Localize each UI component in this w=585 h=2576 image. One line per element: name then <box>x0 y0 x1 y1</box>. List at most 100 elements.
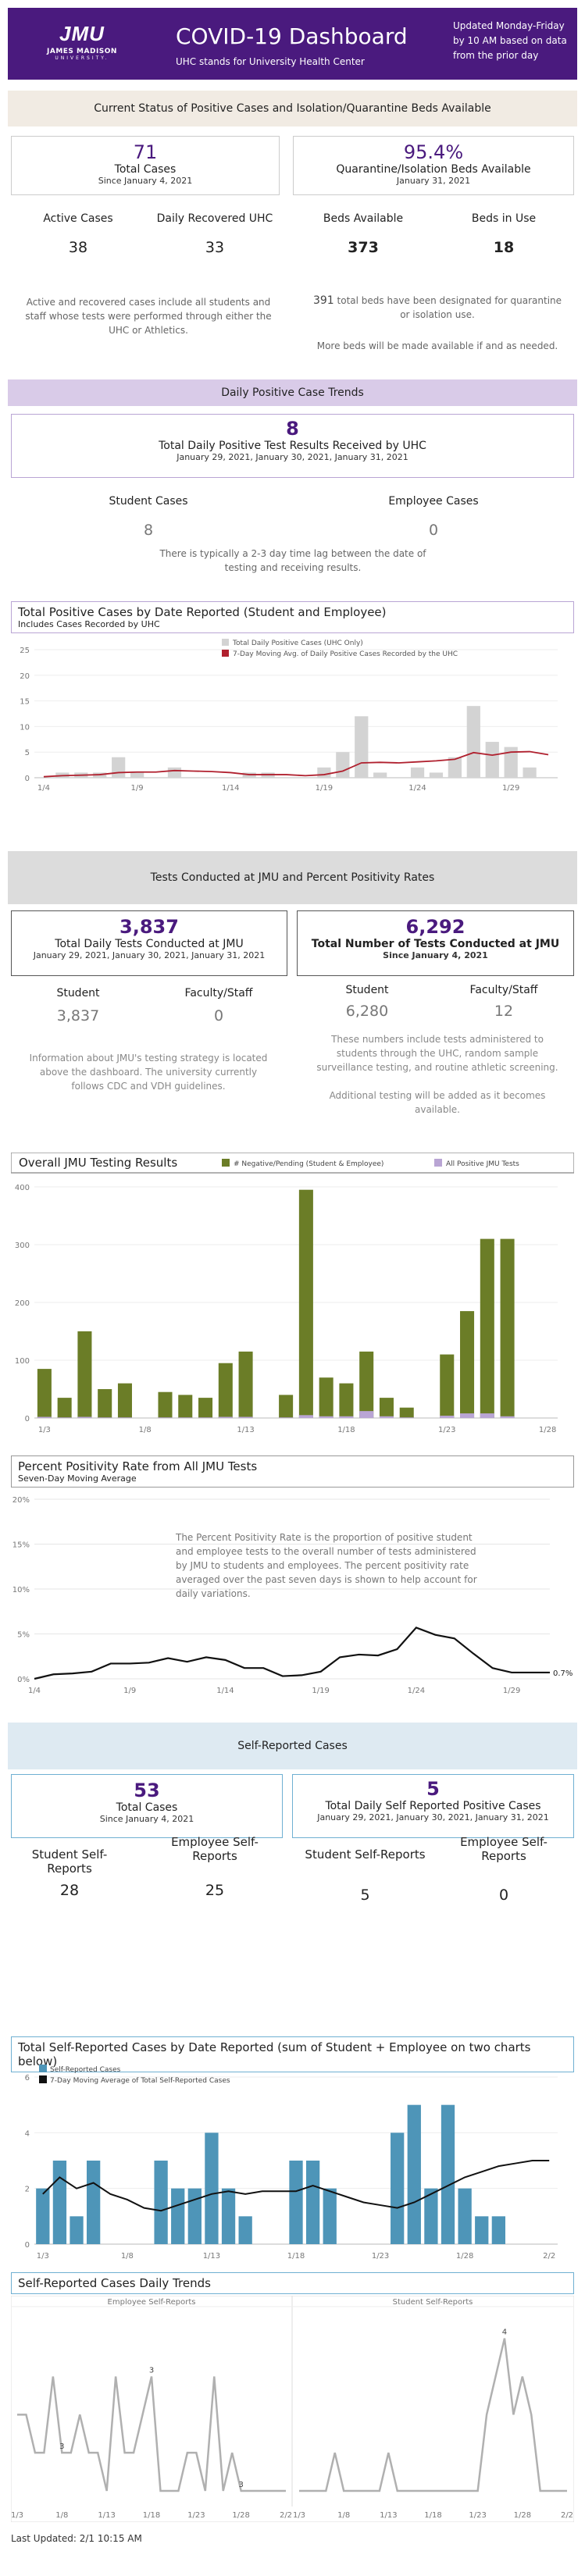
bar-negative <box>158 1391 173 1418</box>
daily-tests-label: Total Daily Tests Conducted at JMU <box>55 938 244 950</box>
total-cases-value: 71 <box>133 141 158 163</box>
total-student-label: Student <box>345 984 389 996</box>
employee-cases-label: Employee Cases <box>388 495 479 508</box>
bar-positive <box>279 1417 294 1418</box>
bar <box>441 2104 455 2244</box>
bar <box>523 767 537 778</box>
bar <box>305 2161 320 2244</box>
logo-sub2: UNIVERSITY. <box>55 55 109 61</box>
bar <box>130 772 144 778</box>
positivity-rate-chart: 0% 5% 10% 15% 20% 0.7% 1/4 1/9 1/14 1/19 1/24 1/29 <box>12 1496 573 1695</box>
beds-pct-value: 95.4% <box>403 141 464 163</box>
x-tick-label: 1/29 <box>503 1687 520 1695</box>
legend-bar-label: Total Daily Positive Cases (UHC Only) <box>232 640 363 647</box>
x-tick-label: 2/2 <box>561 2511 573 2520</box>
chart1-subtitle: Includes Cases Recorded by UHC <box>18 619 160 629</box>
self-daily-label: Total Daily Self Reported Positive Cases <box>325 1800 541 1812</box>
total-beds-text: total beds have been designated for quar… <box>337 295 562 320</box>
chart5-title-box: Self-Reported Cases Daily Trends <box>11 2272 574 2294</box>
student-cases-label: Student Cases <box>109 495 188 508</box>
total-faculty-label: Faculty/Staff <box>469 984 538 996</box>
daily-positive-value: 8 <box>286 418 299 440</box>
y-tick-label: 20 <box>20 672 30 681</box>
x-tick-label: 1/19 <box>316 784 333 793</box>
bar-positive <box>98 1417 112 1418</box>
y-tick-label: 15 <box>20 698 30 707</box>
daily-positive-label: Total Daily Positive Test Results Receiv… <box>159 440 426 452</box>
total-faculty-value: 12 <box>494 1003 514 1020</box>
bar-positive <box>319 1416 334 1418</box>
bar-positive <box>298 1415 313 1418</box>
bar <box>336 752 350 778</box>
x-tick-label: 1/18 <box>287 2252 305 2261</box>
self-employee-label: Employee Self-Reports <box>171 1835 259 1863</box>
bar-negative <box>198 1398 213 1418</box>
recovered-value: 33 <box>205 239 225 256</box>
self-total-since: Since January 4, 2021 <box>99 1814 194 1824</box>
daily-band: Daily Positive Case Trends <box>8 379 577 406</box>
y-tick-label: 400 <box>15 1184 30 1192</box>
bar-positive <box>158 1417 173 1418</box>
x-tick-label: 1/18 <box>424 2511 441 2520</box>
bar-positive <box>339 1416 354 1418</box>
x-tick-label: 1/8 <box>55 2511 68 2520</box>
bar <box>424 2188 438 2244</box>
x-tick-label: 1/13 <box>380 2511 397 2520</box>
y-tick-label: 4 <box>25 2129 30 2138</box>
moving-average-line <box>43 750 549 778</box>
status-note-right2: More beds will be made available if and … <box>316 340 558 351</box>
legend-line-label: 7-Day Moving Average of Total Self-Repor… <box>50 2077 230 2085</box>
bar-negative <box>238 1351 253 1418</box>
bar <box>317 767 331 778</box>
header: JMU JAMES MADISON UNIVERSITY. COVID-19 D… <box>8 8 577 80</box>
x-tick-label: 1/29 <box>502 784 519 793</box>
bar <box>504 746 518 778</box>
bar-negative <box>399 1407 414 1418</box>
chart3-title: Percent Positivity Rate from All JMU Tes… <box>18 1459 258 1473</box>
bar-negative <box>500 1238 515 1418</box>
bar <box>429 772 444 778</box>
legend-pos-label: All Positive JMU Tests <box>446 1160 519 1168</box>
self-total-value: 53 <box>134 1780 160 1801</box>
bar-positive <box>57 1417 72 1418</box>
bar <box>448 757 462 778</box>
y-tick-label: 6 <box>25 2074 30 2083</box>
chart4-title-box: Total Self-Reported Cases by Date Report… <box>11 2036 574 2072</box>
jmu-logo[interactable]: JMU JAMES MADISON UNIVERSITY. <box>47 22 117 61</box>
beds-pct-label: Quarantine/Isolation Beds Available <box>336 163 531 176</box>
bar <box>475 2216 489 2244</box>
bar-negative <box>319 1377 334 1418</box>
self-student-value: 28 <box>59 1882 80 1899</box>
positive-cases-chart: 0 5 10 15 20 25 1/4 1/9 1/14 1/19 1/24 1/29 Total Da… <box>20 639 558 793</box>
y-tick-label: 10 <box>20 723 30 732</box>
bar-negative <box>218 1363 233 1418</box>
bar-positive <box>480 1413 494 1418</box>
self-daily-dates: January 29, 2021, January 30, 2021, Janu… <box>317 1812 549 1822</box>
positivity-line <box>34 1626 550 1680</box>
beds-pct-card: 95.4% Quarantine/Isolation Beds Availabl… <box>293 136 574 195</box>
x-tick-label: 2/2 <box>280 2511 292 2520</box>
bar-positive <box>198 1417 213 1418</box>
bar <box>485 742 499 778</box>
student-panel-title: Student Self-Reports <box>393 2298 473 2307</box>
total-cases-card: 71 Total Cases Since January 4, 2021 <box>11 136 280 195</box>
legend-pos-swatch <box>434 1159 442 1167</box>
x-tick-label: 1/24 <box>408 1687 425 1695</box>
bar <box>221 2188 236 2244</box>
self-student-label: Student Self-Reports <box>31 1847 108 1876</box>
total-tests-since: Since January 4, 2021 <box>383 950 488 960</box>
self-daily-student-label: Student Self-Reports <box>305 1847 426 1862</box>
bar-negative <box>98 1389 112 1418</box>
bar <box>36 2188 50 2244</box>
bar <box>70 2216 84 2244</box>
beds-available-value: 373 <box>348 239 379 256</box>
bar <box>238 2216 252 2244</box>
self-employee-value: 25 <box>205 1882 225 1899</box>
legend-neg-swatch <box>222 1159 230 1167</box>
peak-label: 4 <box>502 2328 507 2337</box>
peak-label: 3 <box>149 2366 154 2375</box>
bar-negative <box>178 1395 193 1418</box>
total-tests-card: 6,292 Total Number of Tests Conducted at… <box>297 910 574 976</box>
chart3-subtitle: Seven-Day Moving Average <box>18 1473 137 1484</box>
bar-negative <box>57 1398 72 1418</box>
